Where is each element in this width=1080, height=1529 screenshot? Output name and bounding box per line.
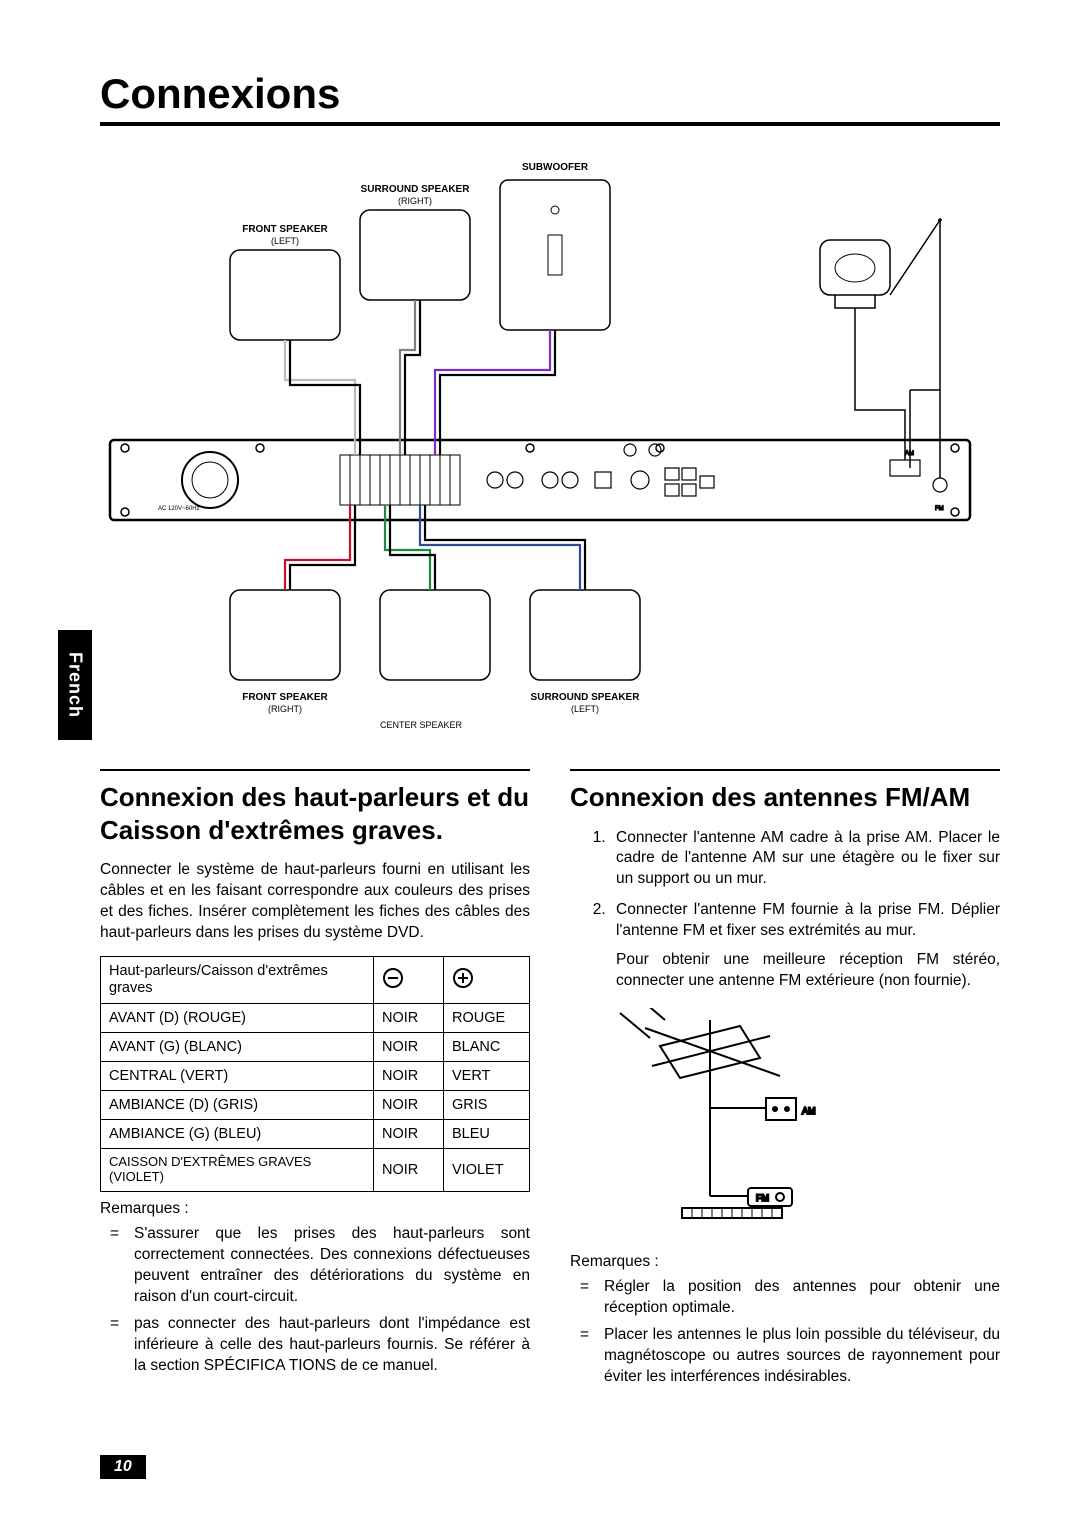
svg-text:FRONT SPEAKER: FRONT SPEAKER bbox=[242, 224, 328, 235]
section-rule bbox=[100, 769, 530, 771]
speaker-wiring-table: Haut-parleurs/Caisson d'extrêmes graves … bbox=[100, 956, 530, 1193]
cell: AMBIANCE (G) (BLEU) bbox=[101, 1120, 374, 1149]
right-column: Connexion des antennes FM/AM Connecter l… bbox=[570, 769, 1000, 1400]
right-section-title: Connexion des antennes FM/AM bbox=[570, 781, 1000, 814]
list-item: S'assurer que les prises des haut-parleu… bbox=[100, 1224, 530, 1308]
left-section-title: Connexion des haut-parleurs et du Caisso… bbox=[100, 781, 530, 846]
cell: NOIR bbox=[374, 1149, 444, 1192]
svg-text:FM: FM bbox=[756, 1193, 769, 1203]
list-item: Placer les antennes le plus loin possibl… bbox=[570, 1325, 1000, 1388]
connection-diagram: FRONT SPEAKER (LEFT) SURROUND SPEAKER (R… bbox=[100, 150, 980, 740]
cell: VIOLET bbox=[444, 1149, 530, 1192]
table-header-minus bbox=[374, 956, 444, 1004]
remarks-label: Remarques : bbox=[100, 1200, 530, 1218]
language-tab: French bbox=[58, 630, 92, 740]
antenna-figure: AM FM bbox=[570, 1008, 890, 1238]
svg-text:(LEFT): (LEFT) bbox=[571, 704, 599, 714]
list-item: Connecter l'antenne AM cadre à la prise … bbox=[610, 828, 1000, 891]
two-column-layout: Connexion des haut-parleurs et du Caisso… bbox=[100, 769, 1000, 1400]
step-text: Connecter l'antenne FM fournie à la pris… bbox=[616, 901, 1000, 939]
cell: NOIR bbox=[374, 1004, 444, 1033]
svg-text:(LEFT): (LEFT) bbox=[271, 236, 299, 246]
cell: NOIR bbox=[374, 1120, 444, 1149]
cell: GRIS bbox=[444, 1091, 530, 1120]
cell: BLEU bbox=[444, 1120, 530, 1149]
cell: NOIR bbox=[374, 1033, 444, 1062]
list-item: Connecter l'antenne FM fournie à la pris… bbox=[610, 900, 1000, 992]
cell: BLANC bbox=[444, 1033, 530, 1062]
right-remarks-list: Régler la position des antennes pour obt… bbox=[570, 1277, 1000, 1388]
cell: CAISSON D'EXTRÊMES GRAVES (VIOLET) bbox=[101, 1149, 374, 1192]
cell: AMBIANCE (D) (GRIS) bbox=[101, 1091, 374, 1120]
table-header-plus bbox=[444, 956, 530, 1004]
left-intro-text: Connecter le système de haut-parleurs fo… bbox=[100, 860, 530, 944]
list-item: pas connecter des haut-parleurs dont l'i… bbox=[100, 1314, 530, 1377]
left-column: Connexion des haut-parleurs et du Caisso… bbox=[100, 769, 530, 1400]
page-title: Connexions bbox=[100, 70, 1000, 126]
svg-text:(RIGHT): (RIGHT) bbox=[268, 704, 302, 714]
table-row: AVANT (D) (ROUGE) NOIR ROUGE bbox=[101, 1004, 530, 1033]
left-remarks-list: S'assurer que les prises des haut-parleu… bbox=[100, 1224, 530, 1376]
cell: ROUGE bbox=[444, 1004, 530, 1033]
remarks-label: Remarques : bbox=[570, 1253, 1000, 1271]
cell: AVANT (D) (ROUGE) bbox=[101, 1004, 374, 1033]
cell: VERT bbox=[444, 1062, 530, 1091]
table-row: AMBIANCE (G) (BLEU) NOIR BLEU bbox=[101, 1120, 530, 1149]
table-header-name: Haut-parleurs/Caisson d'extrêmes graves bbox=[101, 956, 374, 1004]
section-rule bbox=[570, 769, 1000, 771]
cell: NOIR bbox=[374, 1062, 444, 1091]
table-row: CENTRAL (VERT) NOIR VERT bbox=[101, 1062, 530, 1091]
svg-text:FRONT SPEAKER: FRONT SPEAKER bbox=[242, 692, 328, 703]
svg-text:FM: FM bbox=[935, 506, 944, 512]
cell: NOIR bbox=[374, 1091, 444, 1120]
svg-text:AM: AM bbox=[802, 1106, 816, 1116]
svg-text:(RIGHT): (RIGHT) bbox=[398, 196, 432, 206]
table-row: AMBIANCE (D) (GRIS) NOIR GRIS bbox=[101, 1091, 530, 1120]
list-item: Régler la position des antennes pour obt… bbox=[570, 1277, 1000, 1319]
step-note: Pour obtenir une meilleure réception FM … bbox=[616, 950, 1000, 992]
table-row: CAISSON D'EXTRÊMES GRAVES (VIOLET) NOIR … bbox=[101, 1149, 530, 1192]
antenna-steps: Connecter l'antenne AM cadre à la prise … bbox=[570, 828, 1000, 992]
cell: AVANT (G) (BLANC) bbox=[101, 1033, 374, 1062]
table-row: AVANT (G) (BLANC) NOIR BLANC bbox=[101, 1033, 530, 1062]
svg-text:SURROUND SPEAKER: SURROUND SPEAKER bbox=[531, 692, 641, 703]
page-number: 10 bbox=[100, 1455, 146, 1479]
svg-text:AC 120V~60Hz: AC 120V~60Hz bbox=[158, 506, 200, 512]
cell: CENTRAL (VERT) bbox=[101, 1062, 374, 1091]
svg-text:SURROUND SPEAKER: SURROUND SPEAKER bbox=[361, 184, 471, 195]
svg-text:SUBWOOFER: SUBWOOFER bbox=[522, 162, 589, 173]
svg-text:CENTER SPEAKER: CENTER SPEAKER bbox=[380, 720, 463, 730]
